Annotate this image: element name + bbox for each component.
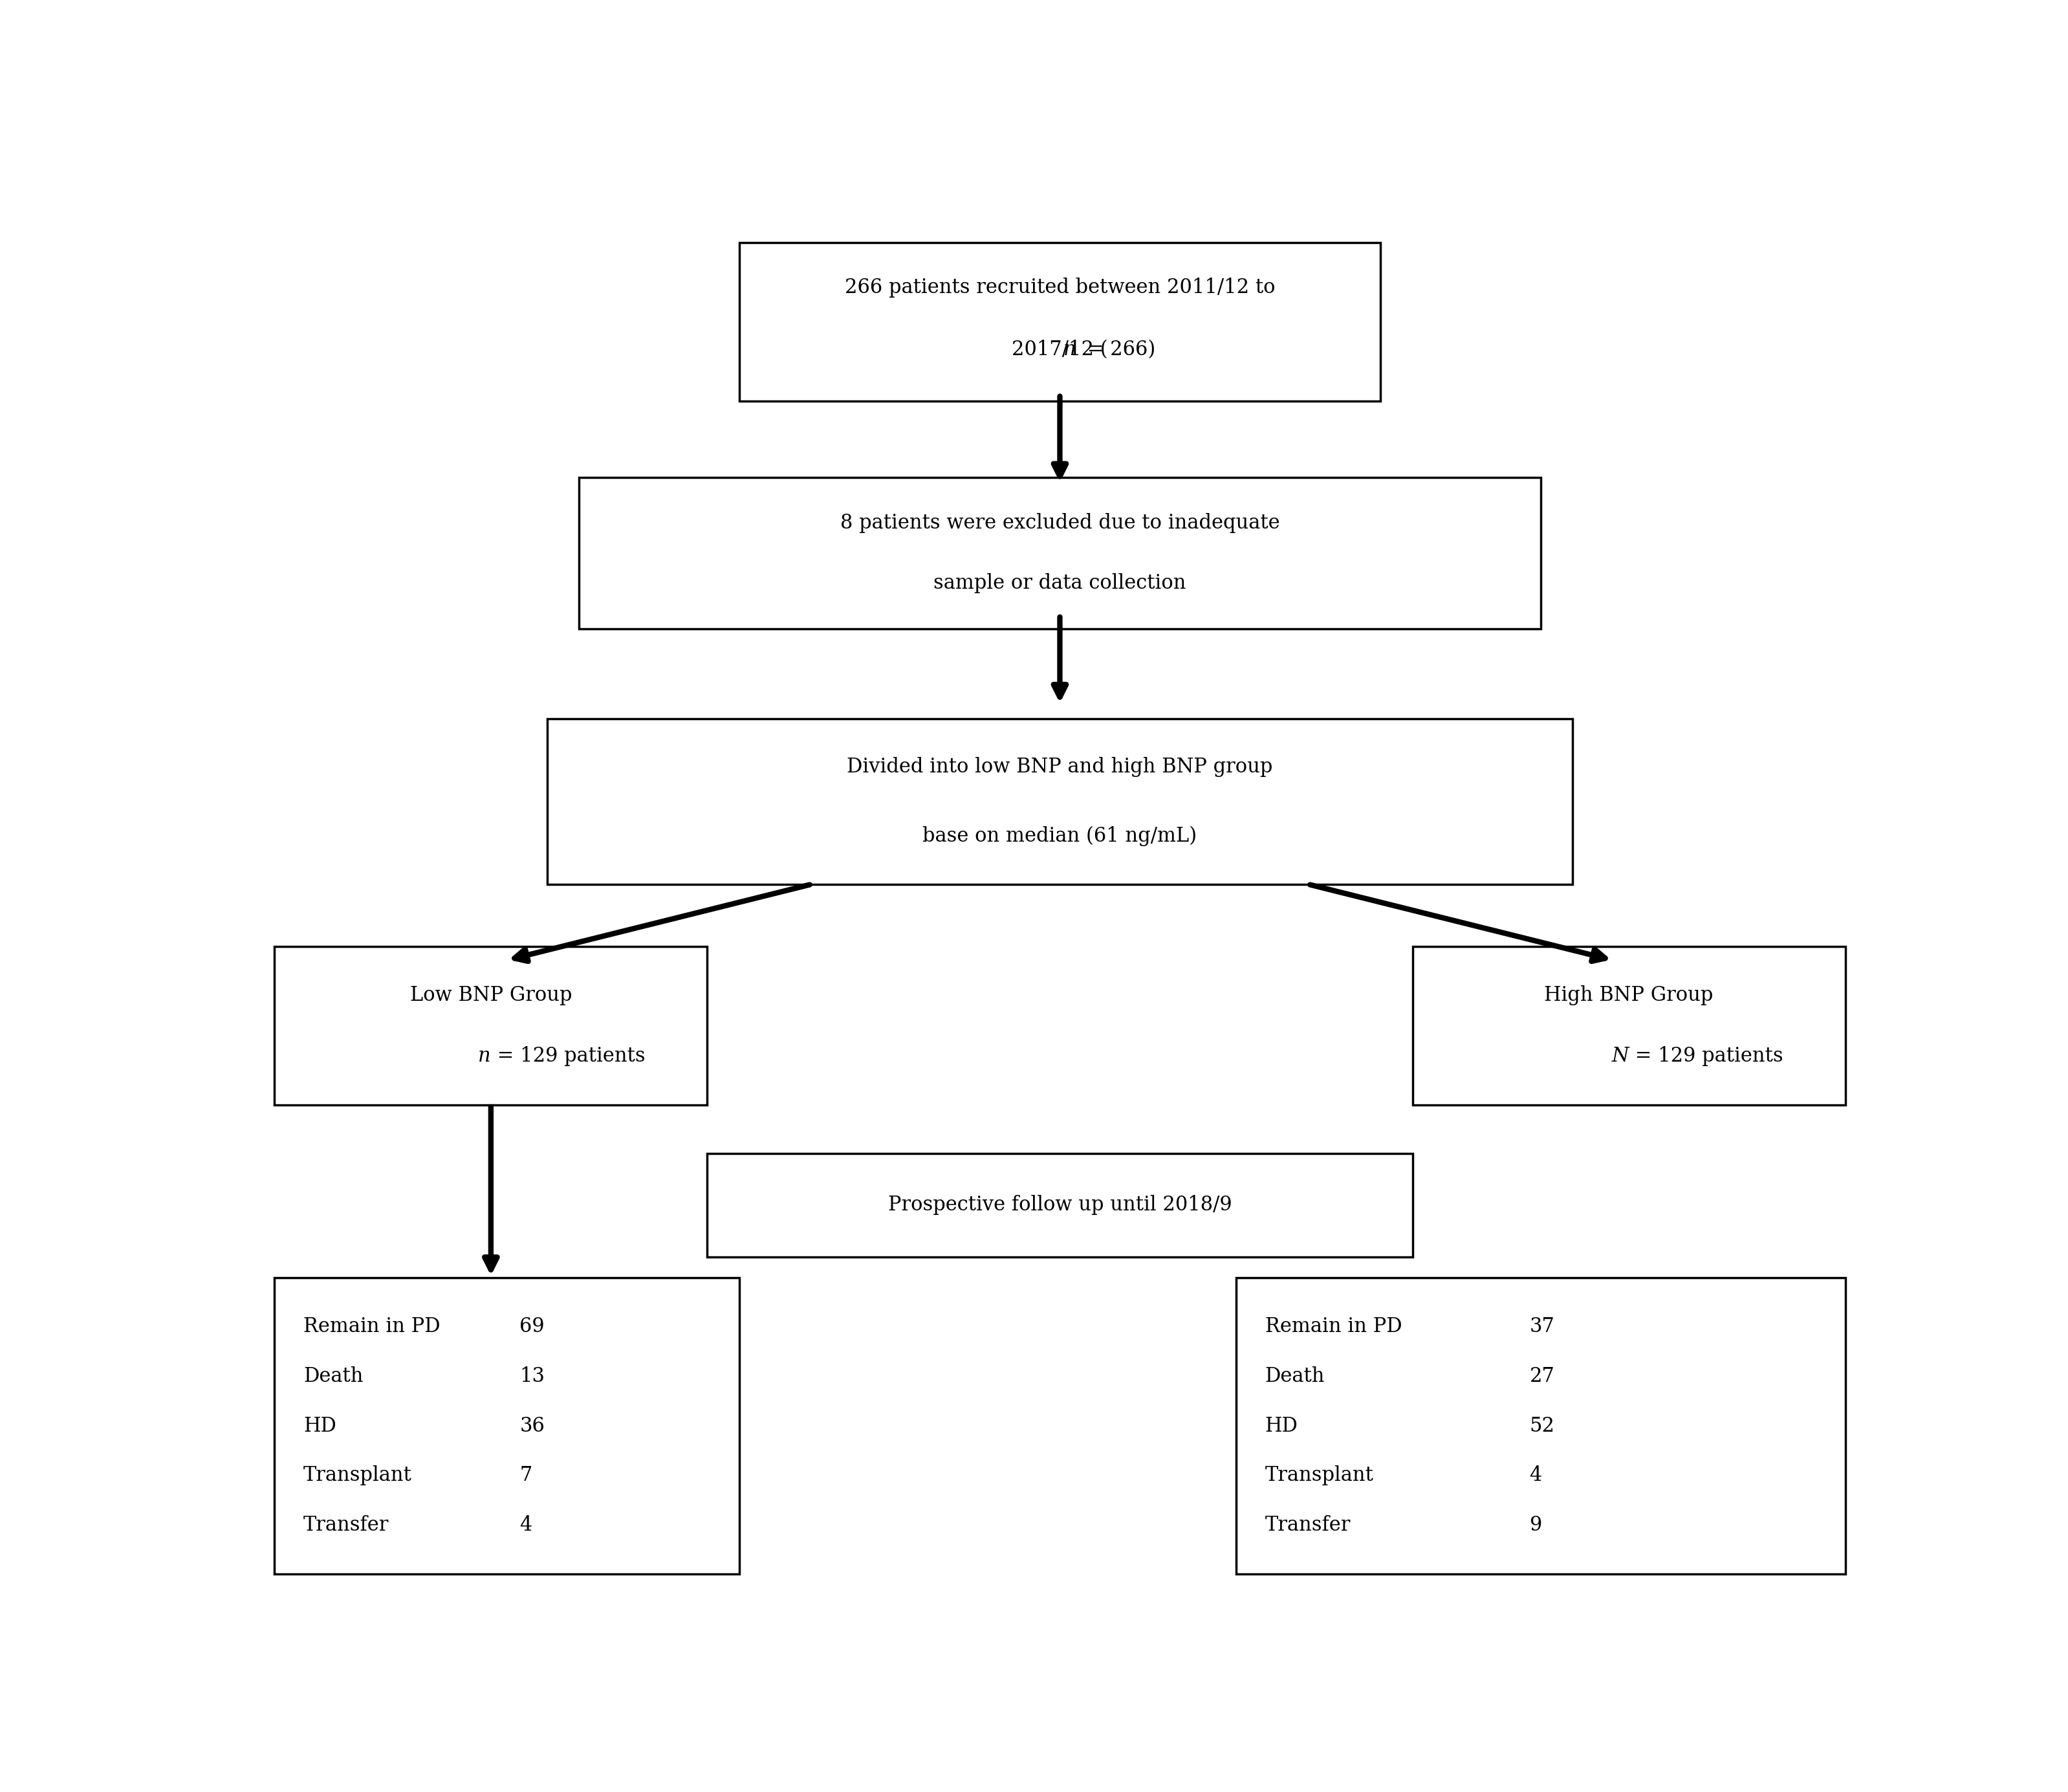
Text: 36: 36 — [519, 1416, 544, 1435]
Text: 9: 9 — [1530, 1516, 1543, 1536]
Text: 2017/12 (: 2017/12 ( — [1011, 339, 1108, 360]
Text: HD: HD — [304, 1416, 337, 1435]
Text: 266 patients recruited between 2011/12 to: 266 patients recruited between 2011/12 t… — [844, 278, 1276, 297]
FancyBboxPatch shape — [548, 719, 1574, 883]
Text: Transfer: Transfer — [304, 1516, 389, 1536]
Text: 13: 13 — [519, 1366, 546, 1387]
Text: Remain in PD: Remain in PD — [1266, 1317, 1402, 1337]
Text: = 266): = 266) — [1082, 339, 1156, 360]
Text: N: N — [1611, 1047, 1630, 1066]
Text: 52: 52 — [1530, 1416, 1555, 1435]
Text: n: n — [1063, 339, 1075, 360]
Text: HD: HD — [1266, 1416, 1299, 1435]
Text: = 129 patients: = 129 patients — [1630, 1047, 1783, 1066]
Text: Prospective follow up until 2018/9: Prospective follow up until 2018/9 — [887, 1195, 1233, 1215]
Text: sample or data collection: sample or data collection — [933, 573, 1187, 593]
Text: base on median (61 ng/mL): base on median (61 ng/mL) — [922, 826, 1197, 846]
Text: = 129 patients: = 129 patients — [490, 1047, 645, 1066]
FancyBboxPatch shape — [707, 1154, 1412, 1256]
FancyBboxPatch shape — [275, 1278, 740, 1573]
Text: Transfer: Transfer — [1266, 1516, 1350, 1536]
Text: Death: Death — [1266, 1366, 1326, 1387]
FancyBboxPatch shape — [275, 946, 707, 1106]
Text: 8 patients were excluded due to inadequate: 8 patients were excluded due to inadequa… — [840, 513, 1280, 532]
Text: Divided into low BNP and high BNP group: Divided into low BNP and high BNP group — [848, 756, 1272, 778]
Text: 27: 27 — [1530, 1366, 1555, 1387]
Text: Low BNP Group: Low BNP Group — [409, 986, 573, 1005]
Text: 4: 4 — [519, 1516, 531, 1536]
Text: Transplant: Transplant — [304, 1466, 412, 1486]
Text: 37: 37 — [1530, 1317, 1555, 1337]
FancyBboxPatch shape — [1237, 1278, 1845, 1573]
FancyBboxPatch shape — [740, 242, 1381, 401]
Text: Remain in PD: Remain in PD — [304, 1317, 440, 1337]
Text: 69: 69 — [519, 1317, 544, 1337]
FancyBboxPatch shape — [579, 477, 1541, 629]
Text: Death: Death — [304, 1366, 364, 1387]
Text: Transplant: Transplant — [1266, 1466, 1373, 1486]
FancyBboxPatch shape — [1412, 946, 1845, 1106]
Text: n: n — [478, 1047, 490, 1066]
Text: 7: 7 — [519, 1466, 531, 1486]
Text: High BNP Group: High BNP Group — [1545, 986, 1714, 1005]
Text: 4: 4 — [1530, 1466, 1543, 1486]
